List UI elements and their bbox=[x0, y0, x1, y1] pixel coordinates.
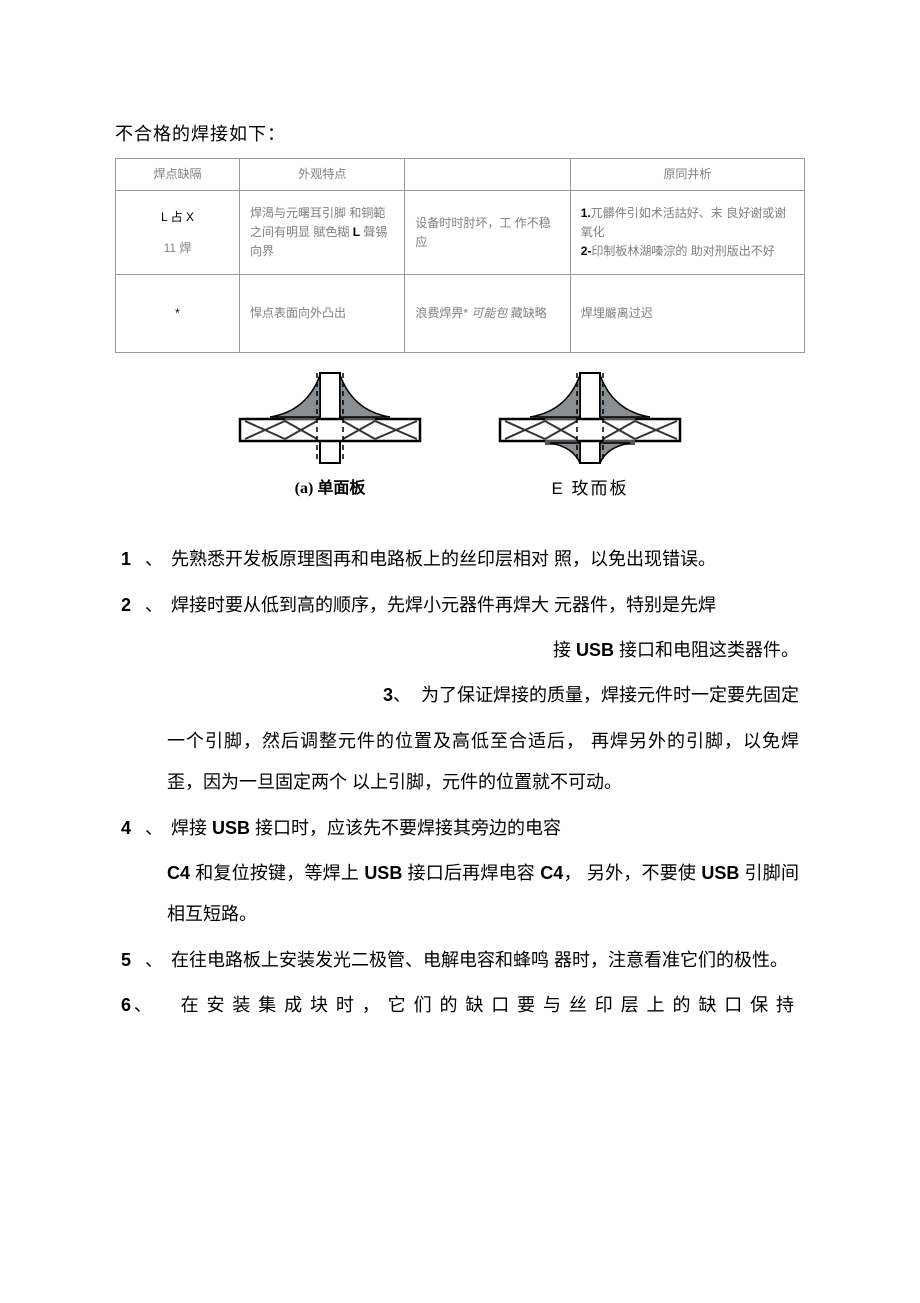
step-3-cont: 一个引脚，然后调整元件的位置及高低至合适后， 再焊另外的引脚，以免焊歪，因为一旦… bbox=[121, 721, 799, 804]
usb-text: USB bbox=[576, 640, 614, 660]
step-1: 1 、先熟悉开发板原理图再和电路板上的丝印层相对 照，以免出现错误。 bbox=[121, 539, 799, 580]
step-text: 焊接 bbox=[171, 818, 212, 838]
cell-text: L 占 X bbox=[126, 208, 229, 227]
step-sep: 、 bbox=[393, 685, 411, 705]
solder-diagram-a bbox=[235, 371, 425, 466]
step-text: 焊接时要从低到高的顺序，先焊小元器件再焊大 元器件，特别是先焊 bbox=[171, 595, 716, 615]
step-text: 接 bbox=[553, 640, 576, 660]
c4-text: C4 bbox=[540, 863, 563, 883]
cell-text: 藏缺略 bbox=[507, 306, 546, 320]
step-num: 6 bbox=[121, 995, 131, 1015]
step-5: 5 、在往电路板上安装发光二极管、电解电容和蜂鸣 器时，注意看准它们的极性。 bbox=[121, 940, 799, 981]
usb-text: USB bbox=[701, 863, 739, 883]
cell-text: 兀髒件引如术活詁好、末 良好谢或谢氧化 bbox=[581, 206, 786, 239]
cell-r2c1: * bbox=[116, 275, 240, 353]
diagram-b: E 玫而板 bbox=[495, 371, 685, 499]
step-text: 接口时，应该先不要焊接其旁边的电容 bbox=[250, 818, 561, 838]
c4-text: C4 bbox=[167, 863, 190, 883]
usb-text: USB bbox=[364, 863, 402, 883]
th-2: 外观特点 bbox=[240, 159, 405, 191]
solder-diagram-b bbox=[495, 371, 685, 466]
step-6: 6、 在安装集成块时，它们的缺口要与丝印层上的缺口保持 bbox=[121, 985, 799, 1026]
cell-text: L bbox=[353, 225, 360, 239]
step-4: 4 、焊接 USB 接口时，应该先不要焊接其旁边的电容 bbox=[121, 808, 799, 849]
cell-r1c4: 1.兀髒件引如术活詁好、末 良好谢或谢氧化 2-印制板林湖嗪淙的 助对刑版出不好 bbox=[570, 191, 804, 275]
table-row: L 占 X 11 焊 焊渴与元曙耳引脚 和铜範之间有明显 賦色糊 L 聲锡向界 … bbox=[116, 191, 805, 275]
step-text: 先熟悉开发板原理图再和电路板上的丝印层相对 照，以免出现错误。 bbox=[171, 549, 716, 569]
cell-text: 11 焊 bbox=[126, 239, 229, 258]
step-2: 2 、焊接时要从低到高的顺序，先焊小元器件再焊大 元器件，特别是先焊 bbox=[121, 585, 799, 626]
step-4-cont: C4 和复位按键，等焊上 USB 接口后再焊电容 C4， 另外，不要使 USB … bbox=[121, 853, 799, 936]
cell-text: 印制板林湖嗪淙的 助对刑版出不好 bbox=[591, 244, 774, 258]
step-num: 3 bbox=[383, 685, 393, 705]
diagram-a: (a) 单面板 bbox=[235, 371, 425, 499]
step-text: ， 另外，不要使 bbox=[563, 863, 701, 883]
step-3: 3、 为了保证焊接的质量，焊接元件时一定要先固定 bbox=[121, 675, 799, 716]
step-sep: 、 bbox=[131, 995, 155, 1015]
th-3 bbox=[405, 159, 570, 191]
th-4: 原同井析 bbox=[570, 159, 804, 191]
step-sep: 、 bbox=[145, 818, 163, 838]
step-text: 在往电路板上安装发光二极管、电解电容和蜂鸣 器时，注意看准它们的极性。 bbox=[171, 950, 788, 970]
step-sep: 、 bbox=[145, 549, 163, 569]
step-sep: 、 bbox=[145, 595, 163, 615]
step-text: 在安装集成块时，它们的缺口要与丝印层上的缺口保持 bbox=[181, 995, 799, 1015]
cell-text: 可能包 bbox=[471, 306, 507, 320]
cell-r1c2: 焊渴与元曙耳引脚 和铜範之间有明显 賦色糊 L 聲锡向界 bbox=[240, 191, 405, 275]
usb-text: USB bbox=[212, 818, 250, 838]
heading: 不合格的焊接如下： bbox=[115, 120, 805, 146]
step-num: 5 bbox=[121, 950, 131, 970]
table-row: * 悍点表面向外凸出 浪费焊畀* 可能包 藏缺略 焊埋嚴离过迟 bbox=[116, 275, 805, 353]
step-sep: 、 bbox=[145, 950, 163, 970]
cell-text: 浪费焊畀* bbox=[415, 306, 471, 320]
step-text: 和复位按键，等焊上 bbox=[190, 863, 364, 883]
step-text: 接口和电阻这类器件。 bbox=[614, 640, 799, 660]
step-text: 接口后再焊电容 bbox=[402, 863, 540, 883]
table-header-row: 焊点缺隔 外观特点 原同井析 bbox=[116, 159, 805, 191]
diagram-row: (a) 单面板 E 玫而板 bbox=[115, 371, 805, 499]
cell-r2c2: 悍点表面向外凸出 bbox=[240, 275, 405, 353]
cell-r2c4: 焊埋嚴离过迟 bbox=[570, 275, 804, 353]
cell-r1c1: L 占 X 11 焊 bbox=[116, 191, 240, 275]
step-num: 2 bbox=[121, 595, 131, 615]
cell-r1c3: 设备时时肘坏，工 作不稳应 bbox=[405, 191, 570, 275]
step-text: 为了保证焊接的质量，焊接元件时一定要先固定 bbox=[421, 685, 799, 705]
cell-r2c3: 浪费焊畀* 可能包 藏缺略 bbox=[405, 275, 570, 353]
step-num: 4 bbox=[121, 818, 131, 838]
steps-list: 1、先熟悉开发板原理图再和电路板上的丝印层相对 照，以免出现错误。 2、焊接时要… bbox=[115, 539, 805, 1026]
defect-table: 焊点缺隔 外观特点 原同井析 L 占 X 11 焊 焊渴与元曙耳引脚 和铜範之间… bbox=[115, 158, 805, 353]
diagram-a-caption: (a) 单面板 bbox=[235, 474, 425, 498]
diagram-b-caption: E 玫而板 bbox=[495, 474, 685, 499]
cell-text: 1. bbox=[581, 206, 591, 220]
th-1: 焊点缺隔 bbox=[116, 159, 240, 191]
step-num: 1 bbox=[121, 549, 131, 569]
cell-text: 2- bbox=[581, 244, 592, 258]
step-2-cont: 接 USB 接口和电阻这类器件。 bbox=[121, 630, 799, 671]
